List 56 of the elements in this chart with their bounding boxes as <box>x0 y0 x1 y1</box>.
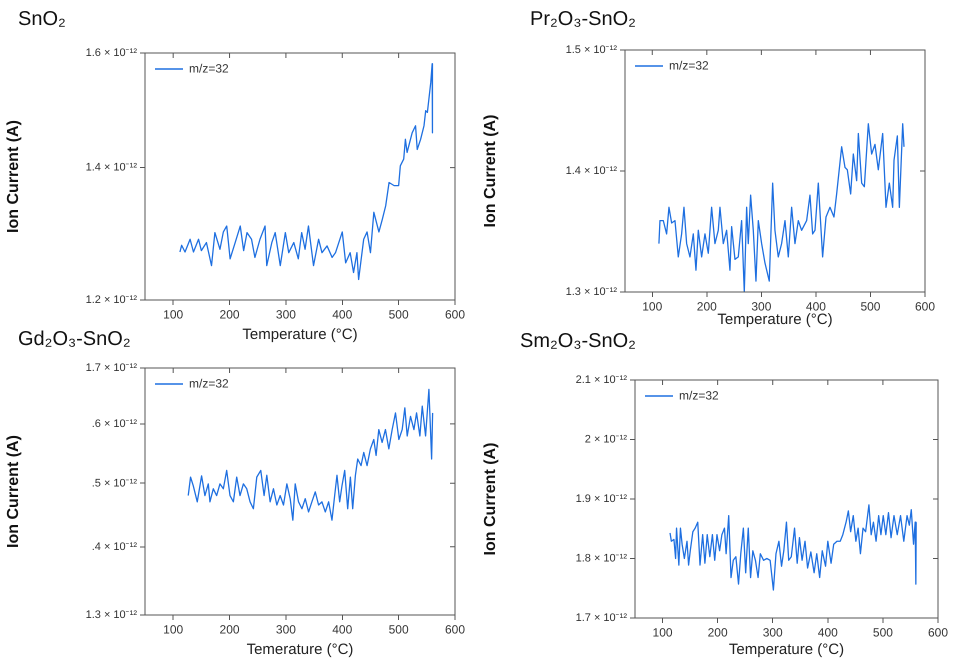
x-tick-label: 100 <box>163 622 184 637</box>
x-tick-label: 300 <box>276 622 296 637</box>
x-tick-label: 100 <box>652 626 673 640</box>
x-axis-title: Temperature (°C) <box>717 311 833 328</box>
x-tick-label: 500 <box>872 626 894 640</box>
y-axis-title: Ion Current (A) <box>5 120 22 233</box>
y-tick-label: .5 × 10⁻¹² <box>92 477 138 490</box>
y-tick-label: 1.6 × 10⁻¹² <box>86 47 138 60</box>
y-tick-label: .4 × 10⁻¹² <box>92 540 138 553</box>
x-axis-title: Temperature (°C) <box>728 641 844 658</box>
y-tick-label: 1.2 × 10⁻¹² <box>86 294 138 306</box>
y-tick-label: 1.4 × 10⁻¹² <box>566 165 618 178</box>
x-tick-label: 500 <box>388 308 409 322</box>
y-tick-label: 1.5 × 10⁻¹² <box>566 44 618 56</box>
legend-label: m/z=32 <box>679 388 720 402</box>
y-tick-label: 1.7 × 10⁻¹² <box>576 612 628 624</box>
chart-title: Pr₂O₃-SnO₂ <box>530 8 636 31</box>
y-tick-label: 2 × 10⁻¹² <box>584 434 628 446</box>
x-tick-label: 300 <box>762 626 784 640</box>
x-tick-label: 100 <box>642 300 663 314</box>
x-tick-label: 100 <box>163 308 184 322</box>
chart-title: Sm₂O₃-SnO₂ <box>520 330 636 353</box>
y-axis-title: Ion Current (A) <box>5 435 22 548</box>
x-tick-label: 400 <box>332 622 353 637</box>
chart-title: Gd₂O₃-SnO₂ <box>18 328 131 351</box>
x-tick-label: 200 <box>696 300 718 314</box>
x-axis-title: Temperature (°C) <box>242 326 358 344</box>
y-tick-label: .6 × 10⁻¹² <box>92 418 138 430</box>
x-tick-label: 400 <box>818 626 838 640</box>
chart-title: SnO₂ <box>18 8 66 31</box>
legend-label: m/z=32 <box>189 61 230 76</box>
y-axis-title: Ion Current (A) <box>482 442 500 556</box>
y-tick-label: 1.3 × 10⁻¹² <box>86 609 138 622</box>
x-tick-label: 500 <box>388 622 409 637</box>
x-tick-label: 400 <box>332 308 353 322</box>
y-tick-label: 1.7 × 10⁻¹² <box>86 362 138 374</box>
x-tick-label: 200 <box>220 622 240 637</box>
x-tick-label: 600 <box>444 308 466 322</box>
y-tick-label: 1.4 × 10⁻¹² <box>86 162 138 174</box>
x-tick-label: 300 <box>751 300 772 314</box>
x-tick-label: 600 <box>914 300 936 314</box>
x-tick-label: 600 <box>444 622 466 637</box>
x-tick-label: 600 <box>928 626 948 640</box>
y-axis-title: Ion Current (A) <box>482 114 500 228</box>
y-tick-label: 1.3 × 10⁻¹² <box>566 286 618 298</box>
x-axis-title: Temerature (°C) <box>246 641 354 658</box>
x-tick-label: 500 <box>860 300 881 314</box>
x-tick-label: 400 <box>806 300 826 314</box>
legend-label: m/z=32 <box>189 376 230 390</box>
x-tick-label: 300 <box>276 308 296 322</box>
x-tick-label: 200 <box>708 626 728 640</box>
legend-label: m/z=32 <box>669 58 710 72</box>
y-tick-label: 2.1 × 10⁻¹² <box>576 374 628 386</box>
y-tick-label: 1.9 × 10⁻¹² <box>576 493 628 506</box>
y-tick-label: 1.8 × 10⁻¹² <box>576 552 628 565</box>
x-tick-label: 200 <box>220 308 240 322</box>
